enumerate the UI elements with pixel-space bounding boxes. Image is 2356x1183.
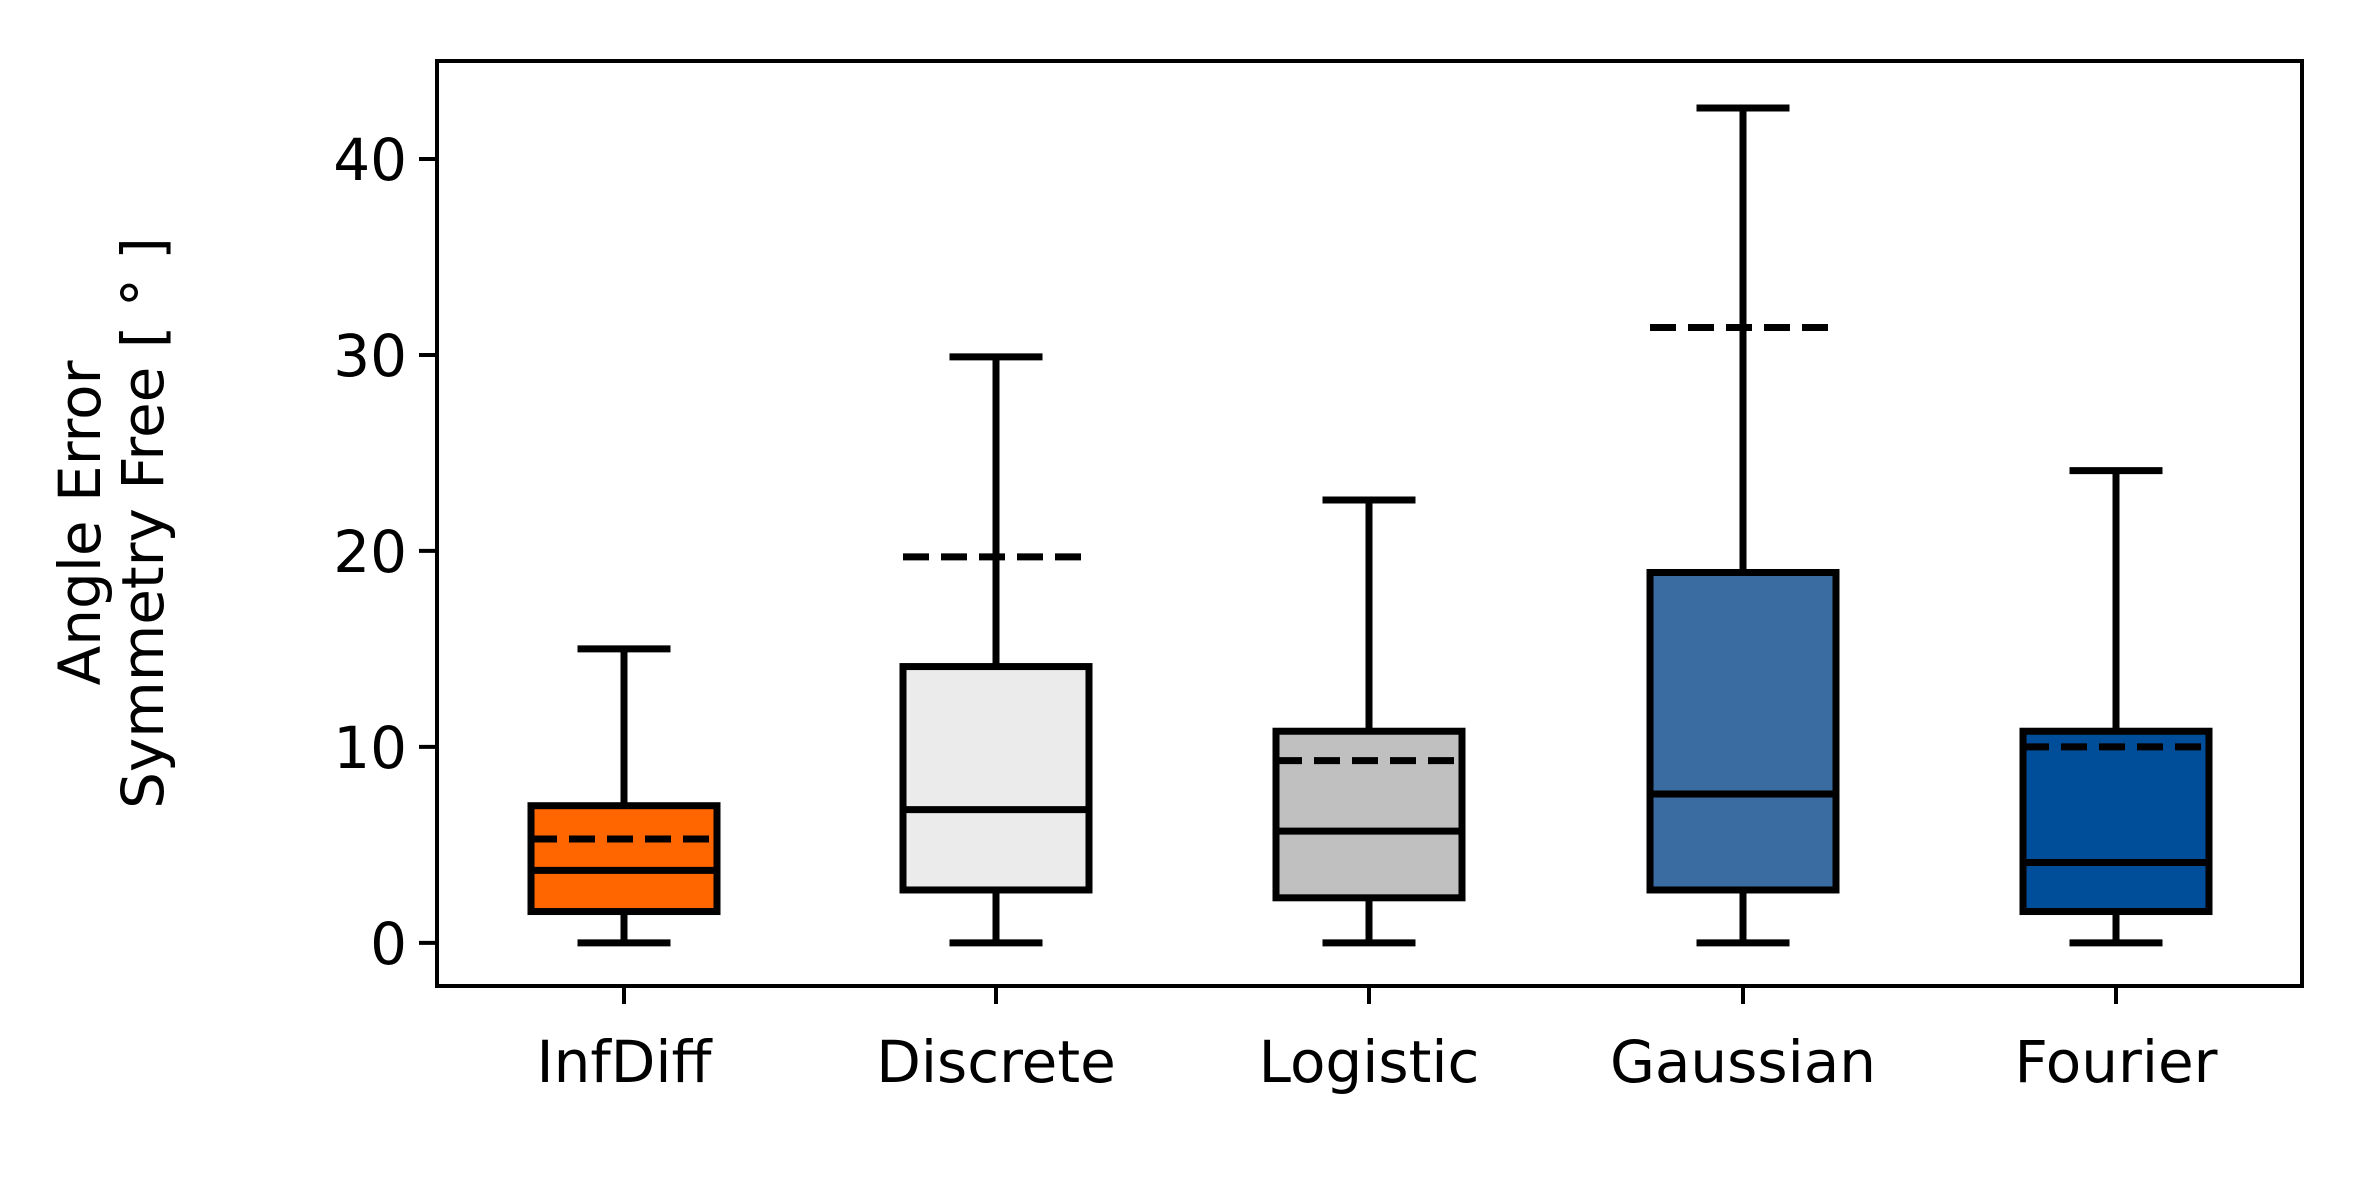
box-group-logistic — [1272, 496, 1466, 947]
x-tick-label-infdiff: InfDiff — [536, 1028, 713, 1096]
box-group-discrete — [899, 353, 1093, 947]
y-axis: 0 10 20 30 40 — [333, 126, 437, 978]
x-tick-label-discrete: Discrete — [876, 1028, 1116, 1096]
y-tick-label-40: 40 — [333, 126, 407, 194]
y-tick-label-10: 10 — [333, 714, 407, 782]
box-gaussian — [1646, 568, 1840, 894]
x-tick-label-logistic: Logistic — [1259, 1028, 1480, 1096]
y-axis-label-line-1: Angle Error — [46, 360, 114, 685]
x-axis: InfDiff Discrete Logistic Gaussian Fourier — [536, 986, 2218, 1096]
box-group-infdiff — [527, 645, 721, 947]
box-infdiff — [527, 802, 721, 916]
box-group-gaussian — [1646, 104, 1840, 947]
y-tick-label-20: 20 — [333, 518, 407, 586]
y-tick-label-30: 30 — [333, 322, 407, 390]
box-group-fourier — [2019, 467, 2213, 947]
box-logistic — [1272, 727, 1466, 902]
y-axis-label-line-2: Symmetry Free [ ° ] — [109, 237, 177, 809]
x-tick-label-gaussian: Gaussian — [1610, 1028, 1876, 1096]
box-discrete — [899, 663, 1093, 894]
x-tick-label-fourier: Fourier — [2014, 1028, 2217, 1096]
y-axis-label: Angle Error Symmetry Free [ ° ] — [46, 237, 177, 809]
y-tick-label-0: 0 — [370, 910, 407, 978]
box-fourier — [2019, 727, 2213, 916]
plot-area — [527, 104, 2213, 947]
